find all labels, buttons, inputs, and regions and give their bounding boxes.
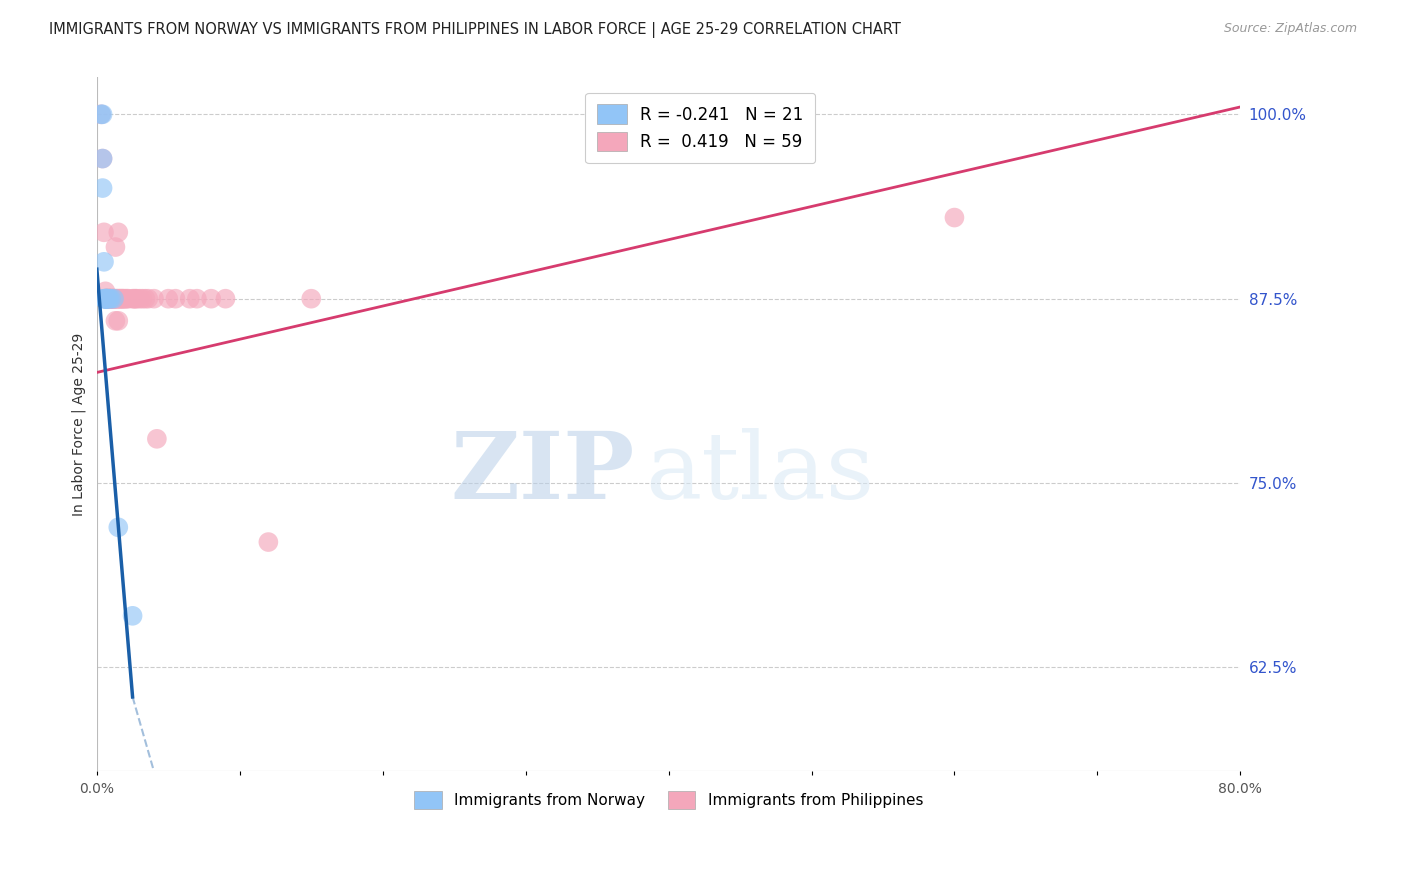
Point bbox=[107, 225, 129, 239]
Point bbox=[97, 292, 120, 306]
Point bbox=[100, 292, 122, 306]
Point bbox=[93, 292, 115, 306]
Point bbox=[100, 292, 122, 306]
Text: IMMIGRANTS FROM NORWAY VS IMMIGRANTS FROM PHILIPPINES IN LABOR FORCE | AGE 25-29: IMMIGRANTS FROM NORWAY VS IMMIGRANTS FRO… bbox=[49, 22, 901, 38]
Point bbox=[100, 292, 122, 306]
Point bbox=[104, 240, 127, 254]
Point bbox=[108, 292, 131, 306]
Point bbox=[96, 292, 118, 306]
Point bbox=[96, 292, 118, 306]
Point bbox=[186, 292, 208, 306]
Point bbox=[94, 292, 117, 306]
Point bbox=[105, 292, 128, 306]
Point bbox=[91, 152, 114, 166]
Point bbox=[97, 292, 120, 306]
Point bbox=[90, 107, 112, 121]
Point bbox=[104, 314, 127, 328]
Point bbox=[121, 292, 143, 306]
Point bbox=[214, 292, 236, 306]
Point bbox=[91, 107, 114, 121]
Point bbox=[121, 608, 143, 623]
Point bbox=[96, 292, 118, 306]
Point bbox=[94, 292, 117, 306]
Point bbox=[124, 292, 146, 306]
Point bbox=[107, 292, 129, 306]
Point bbox=[114, 292, 136, 306]
Point bbox=[98, 292, 121, 306]
Point bbox=[96, 292, 118, 306]
Y-axis label: In Labor Force | Age 25-29: In Labor Force | Age 25-29 bbox=[72, 333, 86, 516]
Point bbox=[117, 292, 139, 306]
Point bbox=[100, 292, 122, 306]
Point bbox=[97, 292, 120, 306]
Point bbox=[104, 292, 127, 306]
Text: ZIP: ZIP bbox=[450, 427, 634, 517]
Point bbox=[179, 292, 201, 306]
Point bbox=[146, 432, 169, 446]
Point bbox=[125, 292, 148, 306]
Point bbox=[103, 292, 125, 306]
Point bbox=[94, 292, 117, 306]
Point bbox=[115, 292, 138, 306]
Point bbox=[134, 292, 156, 306]
Point bbox=[93, 255, 115, 269]
Point bbox=[93, 225, 115, 239]
Point bbox=[98, 292, 121, 306]
Legend: Immigrants from Norway, Immigrants from Philippines: Immigrants from Norway, Immigrants from … bbox=[408, 785, 929, 815]
Point bbox=[98, 292, 121, 306]
Point bbox=[96, 292, 118, 306]
Point bbox=[143, 292, 166, 306]
Point bbox=[299, 292, 322, 306]
Point bbox=[257, 535, 280, 549]
Point bbox=[107, 520, 129, 534]
Point bbox=[103, 292, 125, 306]
Point bbox=[165, 292, 187, 306]
Point bbox=[90, 107, 112, 121]
Point bbox=[943, 211, 966, 225]
Point bbox=[94, 292, 117, 306]
Point bbox=[105, 292, 128, 306]
Point bbox=[131, 292, 153, 306]
Point bbox=[91, 181, 114, 195]
Point bbox=[200, 292, 222, 306]
Point bbox=[96, 292, 118, 306]
Point bbox=[94, 285, 117, 299]
Point bbox=[157, 292, 180, 306]
Point bbox=[101, 292, 124, 306]
Point bbox=[107, 314, 129, 328]
Text: Source: ZipAtlas.com: Source: ZipAtlas.com bbox=[1223, 22, 1357, 36]
Point bbox=[93, 292, 115, 306]
Point bbox=[97, 292, 120, 306]
Point bbox=[96, 292, 118, 306]
Point bbox=[110, 292, 132, 306]
Point bbox=[98, 292, 121, 306]
Point bbox=[101, 292, 124, 306]
Point bbox=[91, 152, 114, 166]
Point bbox=[103, 292, 125, 306]
Point bbox=[108, 292, 131, 306]
Point bbox=[122, 292, 145, 306]
Point bbox=[128, 292, 150, 306]
Point bbox=[136, 292, 159, 306]
Point bbox=[111, 292, 134, 306]
Point bbox=[111, 292, 134, 306]
Text: atlas: atlas bbox=[645, 427, 875, 517]
Point bbox=[98, 292, 121, 306]
Point bbox=[103, 292, 125, 306]
Point bbox=[112, 292, 135, 306]
